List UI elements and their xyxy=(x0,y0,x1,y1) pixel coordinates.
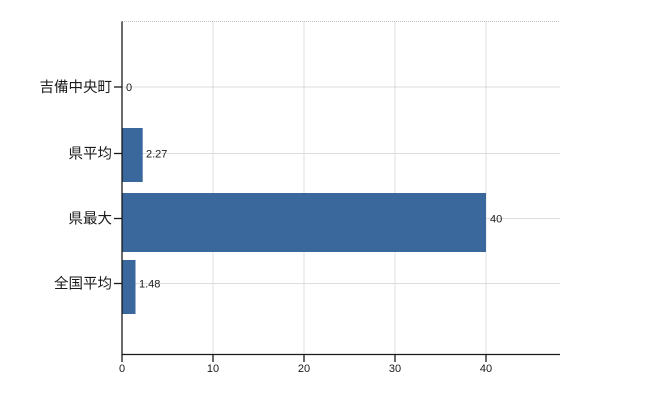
svg-text:県平均: 県平均 xyxy=(69,146,113,163)
svg-text:0: 0 xyxy=(126,82,132,94)
svg-text:2.27: 2.27 xyxy=(146,149,167,161)
svg-text:30: 30 xyxy=(389,363,401,375)
svg-text:40: 40 xyxy=(480,363,492,375)
svg-text:0: 0 xyxy=(119,363,125,375)
svg-text:20: 20 xyxy=(298,363,310,375)
svg-text:1.48: 1.48 xyxy=(139,279,160,291)
svg-text:40: 40 xyxy=(490,214,502,226)
svg-text:全国平均: 全国平均 xyxy=(54,275,112,293)
svg-text:吉備中央町: 吉備中央町 xyxy=(40,79,113,96)
svg-text:10: 10 xyxy=(207,363,219,375)
svg-text:県最大: 県最大 xyxy=(69,211,113,228)
